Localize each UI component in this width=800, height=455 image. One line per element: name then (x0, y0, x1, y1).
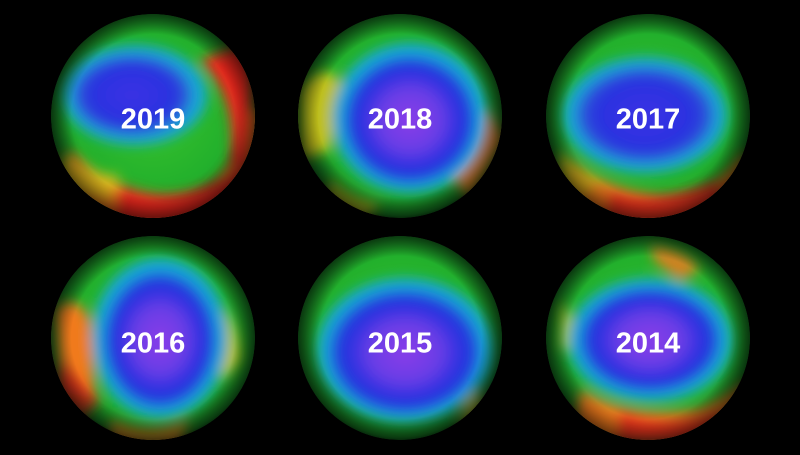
globe-2015 (298, 236, 502, 440)
globe-2019 (51, 14, 255, 218)
year-label-2016: 2016 (121, 328, 186, 360)
year-label-2018: 2018 (368, 104, 433, 136)
globe-2018 (298, 14, 502, 218)
year-label-2015: 2015 (368, 328, 433, 360)
year-label-2019: 2019 (121, 104, 186, 136)
globe-2016 (51, 236, 255, 440)
year-label-2014: 2014 (616, 328, 681, 360)
year-label-2017: 2017 (616, 104, 681, 136)
globe-2017 (546, 14, 750, 218)
